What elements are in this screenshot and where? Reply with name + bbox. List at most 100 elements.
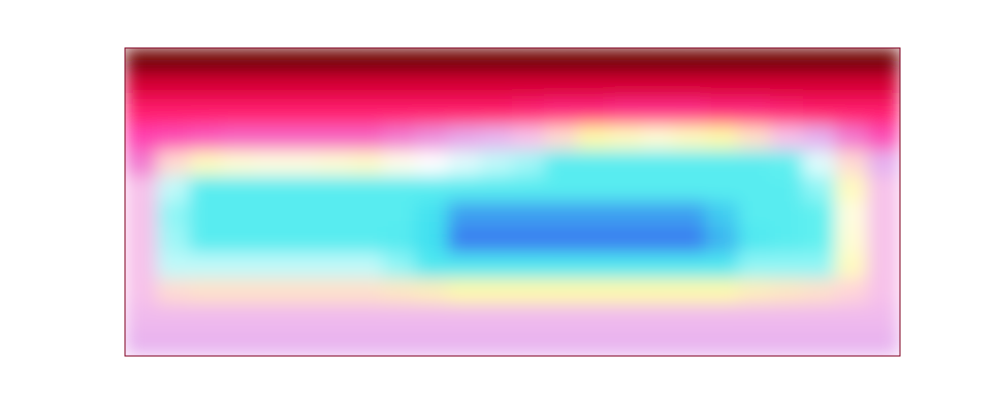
heat-cell bbox=[706, 330, 739, 356]
heat-cell bbox=[770, 330, 803, 356]
heat-cell bbox=[254, 330, 287, 356]
heat-cell bbox=[125, 330, 158, 356]
heat-cell bbox=[447, 176, 480, 203]
heat-cell bbox=[738, 176, 771, 203]
heat-cell bbox=[673, 125, 706, 152]
heat-cell bbox=[738, 330, 771, 356]
heat-cell bbox=[609, 150, 642, 177]
heat-cell bbox=[318, 48, 351, 74]
heat-cell bbox=[609, 279, 642, 306]
heat-cell bbox=[447, 330, 480, 356]
heat-cell bbox=[447, 125, 480, 152]
heat-cell bbox=[867, 176, 900, 203]
heat-cell bbox=[254, 73, 287, 100]
heat-cell bbox=[803, 176, 836, 203]
heat-cell bbox=[189, 150, 222, 177]
heat-cell bbox=[867, 330, 900, 356]
heat-cell bbox=[189, 227, 222, 254]
heat-cell bbox=[221, 227, 254, 254]
heat-cell bbox=[803, 279, 836, 306]
heat-cell bbox=[189, 330, 222, 356]
heat-cell bbox=[641, 304, 674, 331]
heat-cell bbox=[835, 125, 868, 152]
heat-cell bbox=[738, 99, 771, 126]
heat-cell bbox=[770, 279, 803, 306]
heat-cell bbox=[867, 99, 900, 126]
heat-cell bbox=[447, 304, 480, 331]
heat-cell bbox=[512, 48, 545, 74]
heat-cell bbox=[189, 125, 222, 152]
heat-cell bbox=[447, 253, 480, 280]
heat-cell bbox=[867, 227, 900, 254]
heat-cell bbox=[577, 125, 610, 152]
heat-cell bbox=[706, 202, 739, 229]
heat-cell bbox=[673, 176, 706, 203]
heat-cell bbox=[189, 304, 222, 331]
heat-cell bbox=[125, 279, 158, 306]
heat-cell bbox=[480, 73, 513, 100]
heat-cell bbox=[706, 279, 739, 306]
heat-cell bbox=[835, 150, 868, 177]
heat-cell bbox=[544, 253, 577, 280]
heat-cell bbox=[415, 253, 448, 280]
heat-cell bbox=[415, 150, 448, 177]
heat-cell bbox=[157, 253, 190, 280]
heat-cell bbox=[609, 176, 642, 203]
heat-cell bbox=[125, 227, 158, 254]
heat-cell bbox=[609, 202, 642, 229]
heat-cell bbox=[157, 304, 190, 331]
heat-cell bbox=[641, 150, 674, 177]
heat-cell bbox=[512, 253, 545, 280]
heat-cell bbox=[544, 202, 577, 229]
heat-cell bbox=[803, 99, 836, 126]
heat-cell bbox=[673, 279, 706, 306]
heat-cell bbox=[286, 253, 319, 280]
heat-cell bbox=[157, 176, 190, 203]
heat-cell bbox=[318, 125, 351, 152]
heat-cell bbox=[577, 150, 610, 177]
heat-cell bbox=[447, 202, 480, 229]
heat-cell bbox=[867, 279, 900, 306]
heat-cell bbox=[189, 253, 222, 280]
heat-cell bbox=[286, 304, 319, 331]
heat-cell bbox=[351, 330, 384, 356]
heat-cell bbox=[673, 202, 706, 229]
heat-cell bbox=[254, 227, 287, 254]
heat-cell bbox=[641, 99, 674, 126]
heat-cell bbox=[447, 227, 480, 254]
heat-cell bbox=[512, 73, 545, 100]
heat-cell bbox=[415, 176, 448, 203]
heat-cell bbox=[641, 48, 674, 74]
heat-cell bbox=[544, 227, 577, 254]
heat-cell bbox=[770, 176, 803, 203]
heat-cell bbox=[577, 48, 610, 74]
heat-cell bbox=[512, 176, 545, 203]
heat-cell bbox=[512, 202, 545, 229]
heat-cell bbox=[286, 48, 319, 74]
heat-cell bbox=[447, 48, 480, 74]
heat-cell bbox=[447, 73, 480, 100]
heat-cell bbox=[383, 304, 416, 331]
heat-cell bbox=[383, 150, 416, 177]
heat-cell bbox=[835, 99, 868, 126]
heat-cell bbox=[221, 304, 254, 331]
heat-cell bbox=[125, 253, 158, 280]
heat-cell bbox=[609, 73, 642, 100]
heat-cell bbox=[738, 125, 771, 152]
heat-cell bbox=[835, 330, 868, 356]
heat-cell bbox=[383, 330, 416, 356]
heat-cell bbox=[221, 48, 254, 74]
heat-cell bbox=[770, 125, 803, 152]
heat-cell bbox=[157, 99, 190, 126]
heat-cell bbox=[641, 227, 674, 254]
heat-cell bbox=[609, 330, 642, 356]
heat-cell bbox=[577, 99, 610, 126]
heat-cell bbox=[512, 330, 545, 356]
heat-cell bbox=[318, 176, 351, 203]
heat-cell bbox=[318, 202, 351, 229]
heat-cell bbox=[803, 330, 836, 356]
heat-cell bbox=[577, 227, 610, 254]
heat-cell bbox=[803, 125, 836, 152]
heat-cell bbox=[351, 304, 384, 331]
heat-cell bbox=[157, 48, 190, 74]
